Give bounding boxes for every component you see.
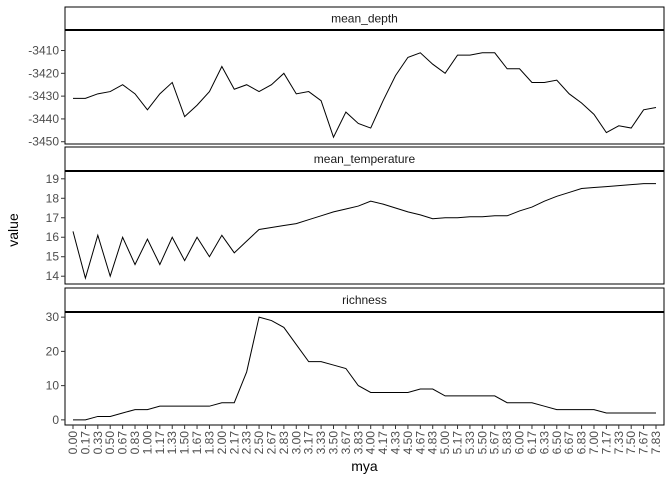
y-tick-label: 18 bbox=[46, 191, 60, 205]
x-tick-label: 0.17 bbox=[78, 431, 92, 455]
y-tick-label: 10 bbox=[46, 379, 60, 393]
series-line-mean_depth bbox=[73, 52, 657, 139]
x-tick-label: 3.00 bbox=[289, 431, 303, 455]
x-tick-label: 3.33 bbox=[314, 431, 328, 455]
x-tick-label: 5.83 bbox=[500, 431, 514, 455]
x-tick-label: 0.50 bbox=[103, 431, 117, 455]
x-tick-label: 2.67 bbox=[264, 431, 278, 455]
x-tick-label: 2.83 bbox=[277, 431, 291, 455]
x-tick-label: 5.67 bbox=[488, 431, 502, 455]
x-tick-label: 1.83 bbox=[202, 431, 216, 455]
facet-label: mean_depth bbox=[331, 12, 398, 26]
x-tick-label: 6.00 bbox=[513, 431, 527, 455]
x-tick-label: 1.67 bbox=[190, 431, 204, 455]
y-tick-label: -3450 bbox=[28, 135, 59, 149]
x-tick-label: 5.17 bbox=[451, 431, 465, 455]
x-tick-label: 4.83 bbox=[426, 431, 440, 455]
y-tick-label: 14 bbox=[46, 269, 60, 283]
x-tick-label: 4.17 bbox=[376, 431, 390, 455]
x-tick-label: 4.00 bbox=[364, 431, 378, 455]
y-tick-label: -3410 bbox=[28, 44, 59, 58]
x-tick-label: 6.33 bbox=[537, 431, 551, 455]
x-tick-label: 5.00 bbox=[438, 431, 452, 455]
x-tick-label: 3.50 bbox=[326, 431, 340, 455]
x-tick-label: 7.33 bbox=[612, 431, 626, 455]
panel-mean_temperature: mean_temperature 14 15 16 17 18 19 bbox=[46, 146, 665, 285]
panel-border bbox=[64, 29, 665, 145]
x-tick-label: 7.67 bbox=[637, 431, 651, 455]
x-tick-label: 1.17 bbox=[153, 431, 167, 455]
x-tick-label: 2.00 bbox=[215, 431, 229, 455]
series-line-richness bbox=[73, 316, 656, 421]
y-tick-label: 30 bbox=[46, 310, 60, 324]
x-tick-label: 5.50 bbox=[475, 431, 489, 455]
x-axis-title: mya bbox=[351, 458, 378, 474]
x-tick-label: 4.67 bbox=[413, 431, 427, 455]
x-tick-label: 4.50 bbox=[401, 431, 415, 455]
panel-mean_depth: mean_depth -3410 -3420 -3430 -3440 -3450 bbox=[28, 6, 665, 149]
y-tick-label: 17 bbox=[46, 211, 60, 225]
panel-richness: richness 0 10 20 30 bbox=[46, 287, 665, 427]
x-tick-label: 1.50 bbox=[178, 431, 192, 455]
x-tick-label: 0.33 bbox=[91, 431, 105, 455]
x-tick-label: 6.67 bbox=[562, 431, 576, 455]
y-tick-label: 15 bbox=[46, 250, 60, 264]
y-tick-label: 20 bbox=[46, 344, 60, 358]
x-tick-label: 2.33 bbox=[240, 431, 254, 455]
x-tick-label: 3.17 bbox=[302, 431, 316, 455]
x-tick-label: 6.17 bbox=[525, 431, 539, 455]
x-tick-label: 3.83 bbox=[351, 431, 365, 455]
y-tick-label: -3420 bbox=[28, 66, 59, 80]
x-tick-label: 4.33 bbox=[389, 431, 403, 455]
x-tick-label: 1.33 bbox=[165, 431, 179, 455]
x-tick-label: 1.00 bbox=[140, 431, 154, 455]
y-tick-label: -3440 bbox=[28, 112, 59, 126]
facet-label: mean_temperature bbox=[314, 152, 416, 166]
x-tick-label: 2.50 bbox=[252, 431, 266, 455]
y-tick-label: -3430 bbox=[28, 89, 59, 103]
x-tick-label: 0.00 bbox=[66, 431, 80, 455]
series-line-mean_temperature bbox=[72, 183, 656, 281]
x-tick-label: 3.67 bbox=[339, 431, 353, 455]
x-tick-label: 2.17 bbox=[227, 431, 241, 455]
panel-border bbox=[64, 170, 665, 285]
facet-label: richness bbox=[342, 293, 387, 307]
x-tick-label: 0.67 bbox=[116, 431, 130, 455]
facet-strip bbox=[64, 146, 665, 172]
x-tick-label: 6.83 bbox=[575, 431, 589, 455]
y-tick-label: 0 bbox=[52, 413, 59, 427]
x-tick-label: 0.83 bbox=[128, 431, 142, 455]
x-tick-label: 5.33 bbox=[463, 431, 477, 455]
x-tick-label: 7.00 bbox=[587, 431, 601, 455]
x-tick-label: 7.50 bbox=[624, 431, 638, 455]
y-tick-label: 19 bbox=[46, 172, 60, 186]
x-tick-label: 6.50 bbox=[550, 431, 564, 455]
x-tick-label: 7.17 bbox=[599, 431, 613, 455]
x-tick-label: 7.83 bbox=[649, 431, 663, 455]
y-tick-label: 16 bbox=[46, 230, 60, 244]
panel-border bbox=[64, 311, 665, 426]
y-axis-title: value bbox=[5, 213, 21, 247]
